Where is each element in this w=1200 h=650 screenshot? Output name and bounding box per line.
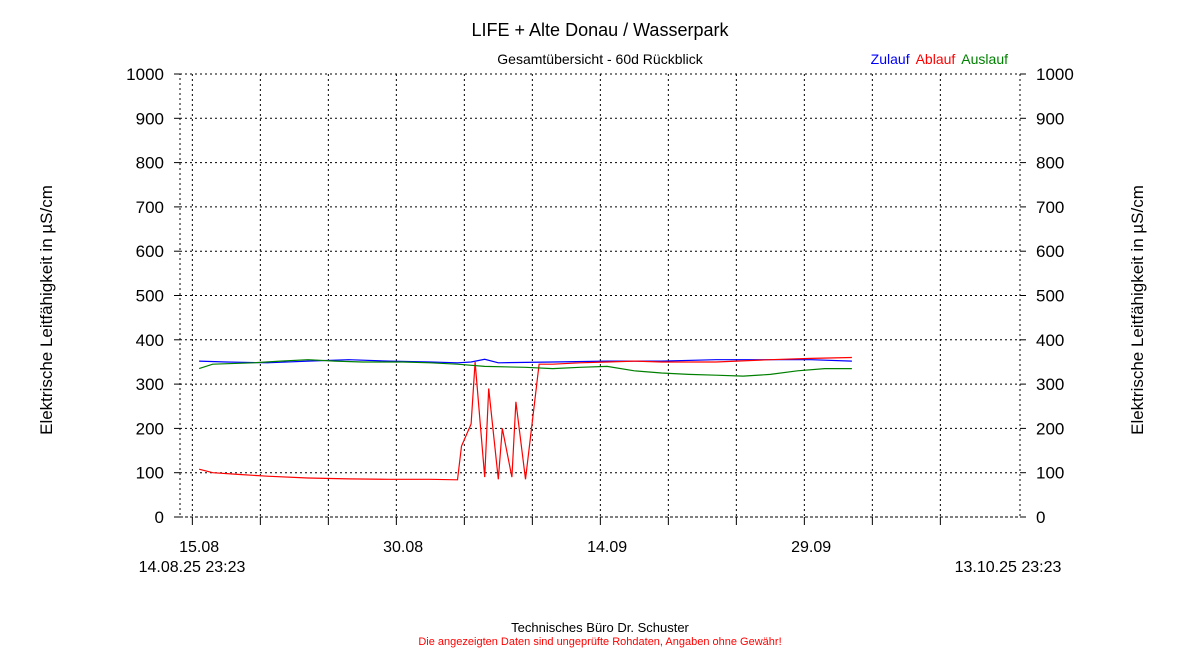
y-tick-label-right: 700 — [1036, 198, 1064, 217]
footer-company: Technisches Büro Dr. Schuster — [511, 620, 689, 635]
x-axis: 15.08 30.08 14.09 29.09 — [179, 517, 941, 556]
x-start-label: 14.08.25 23:23 — [139, 559, 246, 576]
y-tick-label-left: 400 — [136, 331, 164, 350]
y-tick-label-right: 0 — [1036, 508, 1045, 527]
x-tick-label: 15.08 — [179, 539, 219, 556]
y-tick-label-right: 600 — [1036, 242, 1064, 261]
chart-subtitle: Gesamtübersicht - 60d Rückblick — [497, 51, 703, 67]
y-tick-label-right: 200 — [1036, 419, 1064, 438]
footer-disclaimer: Die angezeigten Daten sind ungeprüfte Ro… — [418, 636, 781, 648]
y-tick-label-left: 0 — [155, 508, 164, 527]
y-tick-label-left: 1000 — [126, 65, 164, 84]
series-line-zulauf — [199, 358, 852, 364]
y-tick-label-left: 900 — [136, 109, 164, 128]
grid — [179, 73, 1021, 518]
x-tick-label: 30.08 — [383, 539, 423, 556]
y-tick-label-left: 200 — [136, 419, 164, 438]
legend-item-auslauf: Auslauf — [961, 51, 1008, 67]
y-tick-label-left: 100 — [136, 464, 164, 483]
y-tick-label-right: 1000 — [1036, 65, 1074, 84]
x-end-label: 13.10.25 23:23 — [955, 559, 1062, 576]
y-tick-label-right: 300 — [1036, 375, 1064, 394]
legend-item-ablauf: Ablauf — [916, 51, 956, 67]
y-axis-left: 0 100 200 300 400 500 600 700 800 900 1000 — [126, 65, 180, 527]
legend: Auslauf Ablauf Zulauf — [871, 51, 1008, 67]
y-tick-label-right: 100 — [1036, 464, 1064, 483]
y-tick-label-left: 800 — [136, 154, 164, 173]
y-axis-label-left: Elektrische Leitfähigkeit in µS/cm — [37, 185, 56, 435]
y-tick-label-right: 500 — [1036, 287, 1064, 306]
y-tick-label-left: 300 — [136, 375, 164, 394]
x-tick-label: 14.09 — [587, 539, 627, 556]
y-tick-label-left: 700 — [136, 198, 164, 217]
x-tick-label: 29.09 — [791, 539, 831, 556]
series-lines — [198, 356, 852, 481]
y-tick-label-left: 600 — [136, 242, 164, 261]
series-line-auslauf — [198, 359, 852, 377]
y-axis-label-right: Elektrische Leitfähigkeit in µS/cm — [1128, 185, 1147, 435]
legend-item-zulauf: Zulauf — [871, 51, 910, 67]
y-axis-right: 0 100 200 300 400 500 600 700 800 900 1000 — [1020, 65, 1074, 527]
y-tick-label-right: 400 — [1036, 331, 1064, 350]
series-line-ablauf — [198, 356, 852, 481]
y-tick-label-left: 500 — [136, 287, 164, 306]
y-tick-label-right: 800 — [1036, 154, 1064, 173]
y-tick-label-right: 900 — [1036, 109, 1064, 128]
chart-title: LIFE + Alte Donau / Wasserpark — [472, 20, 730, 40]
